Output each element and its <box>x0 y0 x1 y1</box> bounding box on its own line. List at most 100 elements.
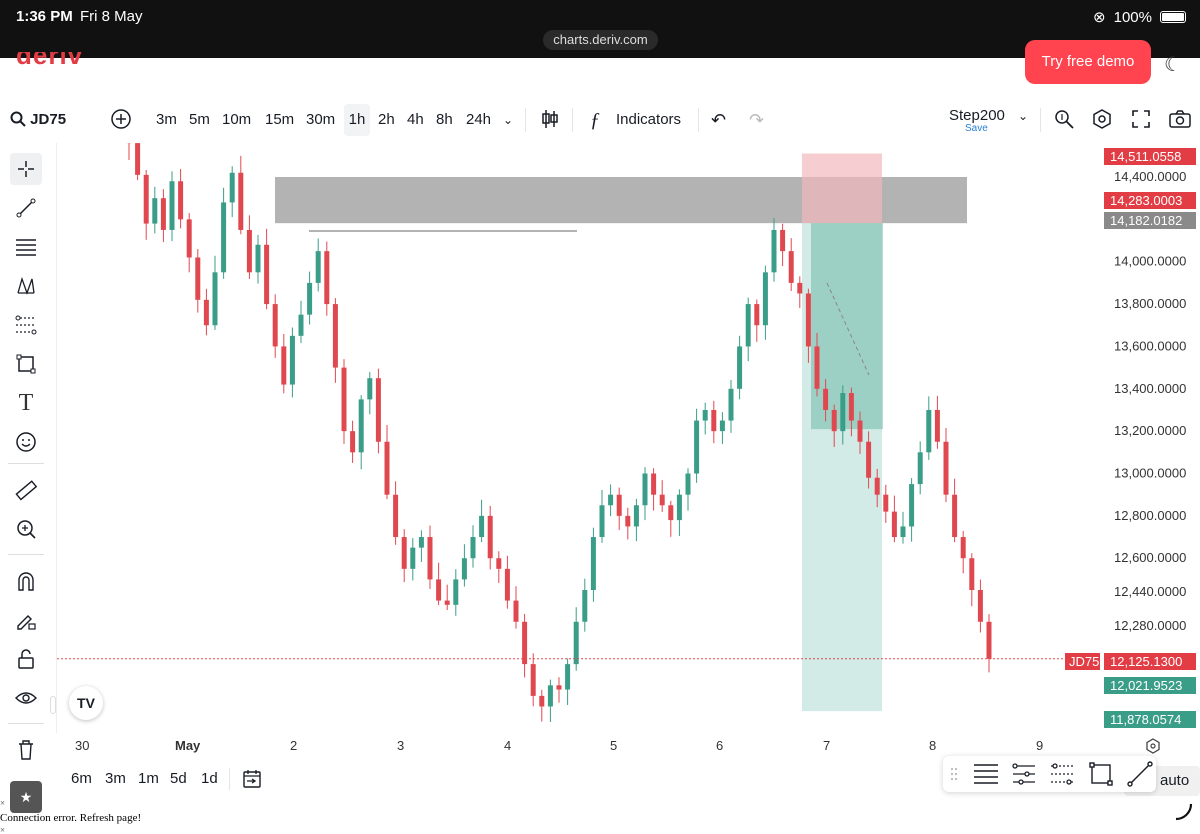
magnet-icon[interactable] <box>10 565 42 597</box>
candle-body <box>952 494 958 538</box>
interval-2h[interactable]: 2h <box>378 111 395 128</box>
trend-line-icon[interactable] <box>10 192 42 224</box>
candle-body <box>298 314 304 336</box>
y-tick-label: 13,200.0000 <box>1114 423 1186 438</box>
layout-save-label: Save <box>965 123 988 134</box>
sidebar-collapse-handle[interactable] <box>50 696 56 714</box>
fullscreen-icon[interactable] <box>1131 104 1151 136</box>
emoji-icon[interactable] <box>10 426 42 458</box>
compare-add-icon[interactable] <box>110 104 132 136</box>
chevron-down-icon[interactable]: ⌄ <box>503 113 514 127</box>
float-fib-icon[interactable] <box>1012 763 1035 785</box>
candle-body <box>573 621 579 665</box>
trash-icon[interactable] <box>10 734 42 766</box>
range-3m[interactable]: 3m <box>105 770 126 787</box>
candle-body <box>582 589 588 622</box>
indicators-button[interactable]: Indicators <box>616 111 682 128</box>
y-tick-label: 14,400.0000 <box>1114 169 1186 184</box>
interval-24h[interactable]: 24h <box>466 111 492 128</box>
float-trend-line-icon[interactable] <box>1127 761 1153 787</box>
range-1m[interactable]: 1m <box>138 770 159 787</box>
candle-body <box>805 293 811 347</box>
dark-mode-icon[interactable]: ☾ <box>1164 54 1182 76</box>
close-x-mark[interactable]: × <box>0 798 6 808</box>
goto-date-icon[interactable] <box>241 768 263 794</box>
url-bar[interactable]: charts.deriv.com <box>543 30 658 50</box>
layout-selector[interactable]: Step200 Save ⌄ <box>940 105 1030 137</box>
pattern-xabcd-icon[interactable] <box>10 270 42 302</box>
symbol-selector[interactable]: JD75 <box>10 104 66 136</box>
dashed-trend-line <box>826 282 870 376</box>
float-horizontal-lines-icon[interactable] <box>974 764 998 784</box>
price-chart[interactable]: JD75 <box>56 143 1100 733</box>
x-tick-label: 3 <box>397 738 405 753</box>
candle-body <box>238 172 244 230</box>
horizontal-lines-icon[interactable] <box>10 231 42 263</box>
symbol-label: JD75 <box>30 111 67 128</box>
search-icon <box>10 111 26 127</box>
fib-retracement-icon[interactable] <box>10 309 42 341</box>
float-dotted-lines-icon[interactable] <box>1051 763 1073 785</box>
crosshair-search-icon[interactable] <box>1053 104 1075 136</box>
candle-body <box>375 378 381 442</box>
candle-body <box>289 335 295 385</box>
deriv-logo[interactable]: deriv <box>16 52 84 70</box>
range-5d[interactable]: 5d <box>170 770 187 787</box>
candle-body <box>754 304 760 326</box>
redo-icon[interactable]: ↷ <box>749 110 765 130</box>
interval-1h[interactable]: 1h <box>344 104 370 136</box>
candle-body <box>788 251 794 283</box>
candle-body <box>324 251 330 305</box>
text-tool-icon[interactable]: T <box>18 389 34 416</box>
candle-body <box>891 511 897 538</box>
range-6m[interactable]: 6m <box>71 770 92 787</box>
price-flag-label: 14,182.0182 <box>1110 213 1182 228</box>
drag-handle-icon[interactable] <box>951 768 957 780</box>
symbol-price-tag-label: JD75 <box>1069 654 1099 669</box>
interval-4h[interactable]: 4h <box>407 111 424 128</box>
interval-15m[interactable]: 15m <box>265 111 295 128</box>
undo-icon[interactable]: ↶ <box>711 110 727 130</box>
candle-body <box>874 477 880 495</box>
favorites-star-icon[interactable]: ★ <box>10 781 42 813</box>
candle-body <box>547 685 553 707</box>
interval-3m[interactable]: 3m <box>156 111 177 128</box>
axis-settings-icon[interactable] <box>1145 738 1161 759</box>
rectangle-icon[interactable] <box>10 348 42 380</box>
unlock-icon[interactable] <box>10 643 42 675</box>
connection-error-message: Connection error. Refresh page! <box>0 812 142 824</box>
candle-body <box>840 393 846 432</box>
lock-drawings-pencil-icon[interactable] <box>10 604 42 636</box>
price-flag-label: 14,283.0003 <box>1110 193 1182 208</box>
crosshair-icon[interactable] <box>10 153 42 185</box>
eye-icon[interactable] <box>10 682 42 714</box>
candle-body <box>651 473 657 495</box>
x-tick-label: 2 <box>290 738 298 753</box>
candle-body <box>487 515 493 559</box>
candle-body <box>410 547 416 569</box>
indicators-fx-icon[interactable]: ƒ <box>590 109 600 131</box>
candle-body <box>900 526 906 538</box>
candle-body <box>814 346 820 389</box>
range-1d[interactable]: 1d <box>201 770 218 787</box>
candle-body <box>530 664 536 696</box>
chart-canvas[interactable]: JD75 <box>57 143 1100 733</box>
interval-10m[interactable]: 10m <box>222 111 252 128</box>
price-flag <box>1104 212 1196 229</box>
camera-icon[interactable] <box>1168 104 1192 136</box>
floating-drawing-toolbar <box>943 756 1156 792</box>
status-time: 1:36 PM <box>16 8 73 25</box>
zoom-in-icon[interactable] <box>10 513 42 545</box>
chart-type-candles-icon[interactable] <box>541 104 559 136</box>
interval-8h[interactable]: 8h <box>436 111 453 128</box>
settings-hex-icon[interactable] <box>1091 104 1113 136</box>
candle-body <box>702 409 708 421</box>
interval-30m[interactable]: 30m <box>306 111 336 128</box>
toolbar-divider <box>1040 108 1041 132</box>
price-axis[interactable]: 14,400.0000 14,000.0000 13,800.0000 13,600.… <box>1100 143 1200 733</box>
ruler-icon[interactable] <box>10 474 42 506</box>
float-rectangle-icon[interactable] <box>1089 762 1113 786</box>
interval-5m[interactable]: 5m <box>189 111 210 128</box>
close-x-mark[interactable]: × <box>0 825 6 834</box>
try-free-demo-button[interactable]: Try free demo <box>1025 40 1151 84</box>
